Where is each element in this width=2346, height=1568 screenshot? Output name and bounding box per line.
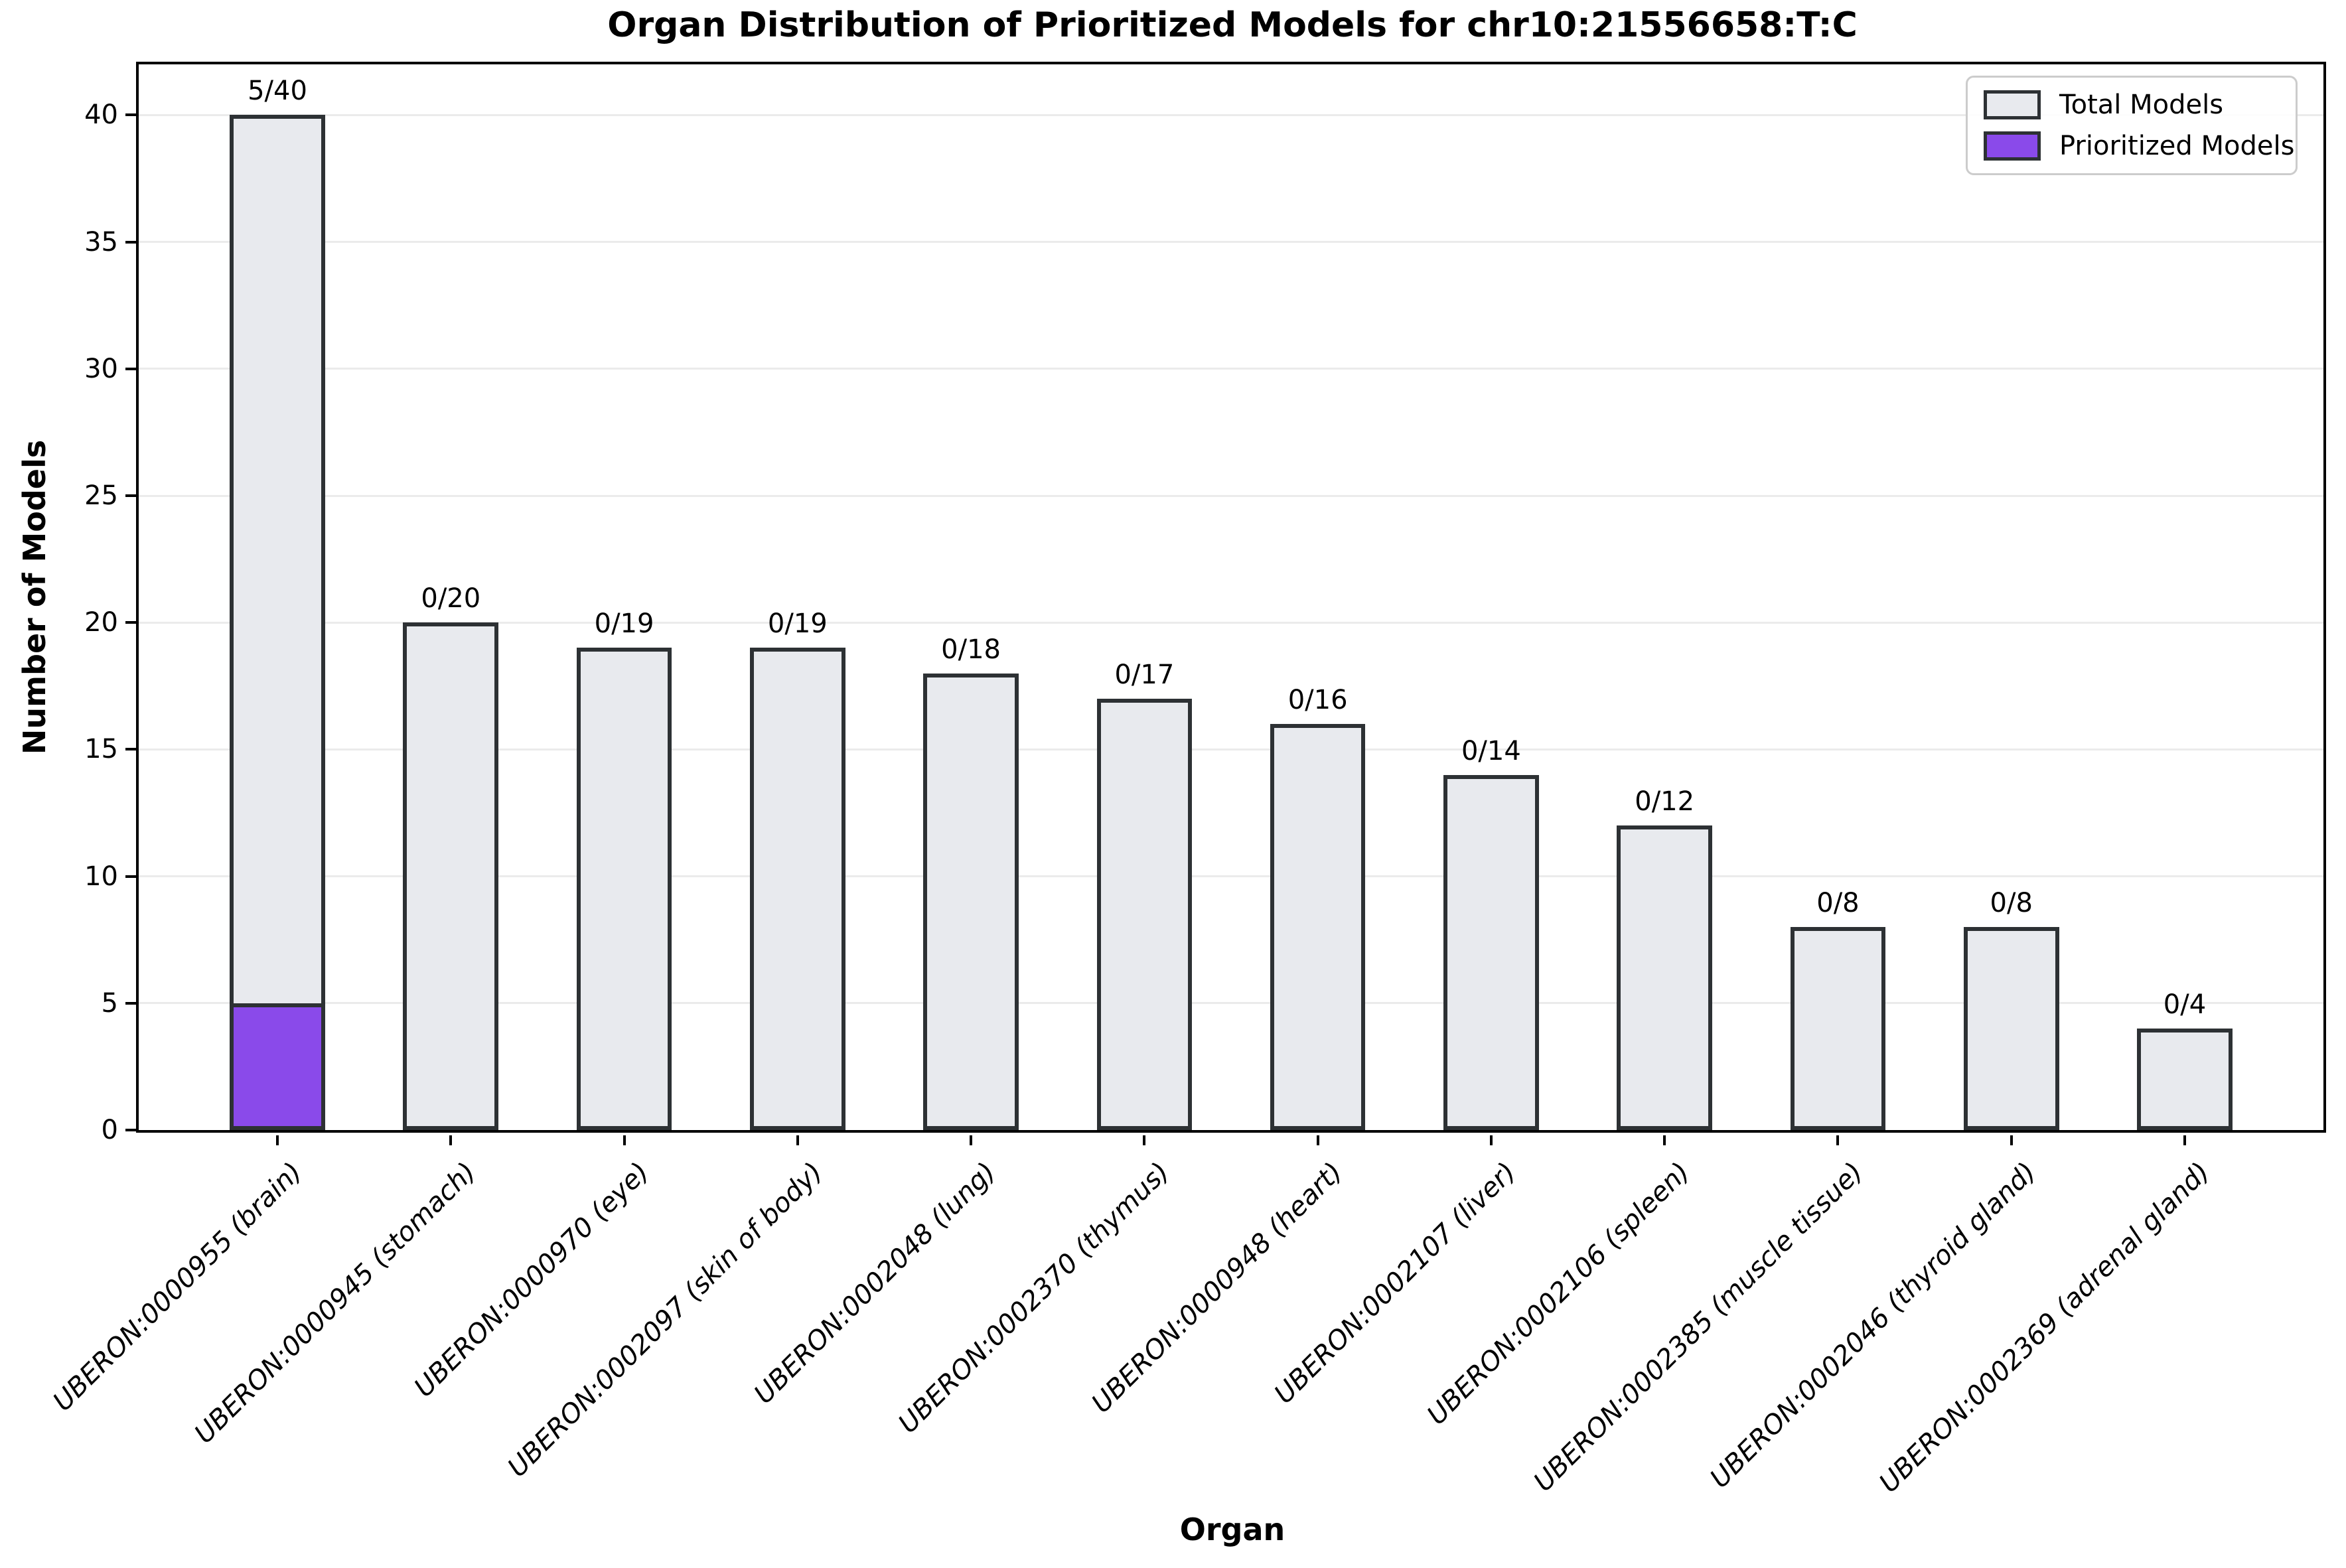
y-tick-label: 15: [84, 734, 118, 765]
bar-value-label: 0/14: [1461, 735, 1521, 766]
bar-total: [1617, 825, 1712, 1130]
bar-value-label: 0/16: [1287, 685, 1348, 716]
x-tick-label: UBERON:0002046 (thyroid gland): [1704, 1157, 2043, 1494]
y-tick-label: 30: [84, 353, 118, 384]
legend-swatch-total-models: [1984, 90, 2041, 119]
y-tick: [125, 113, 136, 117]
y-tick-label: 25: [84, 480, 118, 512]
bar-value-label: 5/40: [248, 76, 307, 107]
y-tick-label: 10: [84, 861, 118, 892]
x-tick: [1836, 1135, 1840, 1145]
bar-value-label: 0/20: [421, 583, 481, 614]
bar-total: [403, 622, 499, 1130]
bar-total: [576, 648, 672, 1130]
bar-value-label: 0/19: [594, 608, 654, 640]
y-tick: [125, 1129, 136, 1131]
gridline: [139, 494, 2323, 497]
x-tick: [970, 1135, 973, 1145]
legend-label-prioritized-models: Prioritized Models: [2059, 131, 2295, 161]
bar-total: [1790, 927, 1886, 1130]
legend-item-prioritized-models: Prioritized Models: [1984, 131, 2294, 161]
y-tick: [125, 367, 136, 370]
x-tick-label: UBERON:0002097 (skin of body): [502, 1157, 829, 1484]
x-tick: [1143, 1135, 1146, 1145]
x-tick-label: UBERON:0000945 (stomach): [188, 1157, 482, 1450]
y-tick: [125, 621, 136, 624]
bar-total: [2137, 1029, 2233, 1130]
x-tick: [2010, 1135, 2013, 1145]
bar-total: [1270, 724, 1366, 1130]
legend: Total Models Prioritized Models: [1966, 76, 2298, 175]
x-tick-label: UBERON:0002369 (adrenal gland): [1873, 1157, 2216, 1499]
gridline: [139, 241, 2323, 244]
bar-total: [230, 115, 325, 1130]
x-axis-label: Organ: [1179, 1512, 1285, 1547]
x-tick-label: UBERON:0002370 (thymus): [892, 1157, 1175, 1440]
gridline: [139, 621, 2323, 624]
y-tick-label: 20: [84, 607, 118, 638]
x-tick-label: UBERON:0002385 (muscle tissue): [1528, 1157, 1869, 1498]
gridline: [139, 875, 2323, 878]
bar-value-label: 0/17: [1114, 659, 1175, 690]
bar-value-label: 0/12: [1635, 786, 1695, 818]
gridline: [139, 748, 2323, 750]
bar-total: [1963, 927, 2059, 1130]
bar-total: [923, 673, 1019, 1130]
bar-total: [1096, 698, 1193, 1130]
plot-area: 5/40 0/20 0/19 0/19 0/18 0/17 0/16 0/14 0/12 0/8 0…: [136, 62, 2326, 1133]
gridline: [139, 368, 2323, 370]
y-tick: [125, 748, 136, 751]
x-tick: [276, 1135, 279, 1145]
x-tick: [449, 1135, 453, 1145]
bar-value-label: 0/18: [941, 634, 1001, 665]
x-tick: [1489, 1135, 1493, 1145]
x-tick: [1663, 1135, 1666, 1145]
bar-value-label: 0/19: [767, 608, 828, 640]
y-tick: [125, 494, 136, 498]
gridline: [139, 1002, 2323, 1005]
x-tick: [1316, 1135, 1319, 1145]
y-tick-label: 0: [101, 1115, 118, 1145]
legend-swatch-prioritized-models: [1984, 131, 2041, 161]
x-tick: [623, 1135, 626, 1145]
bar-value-label: 0/8: [1816, 888, 1860, 919]
x-tick: [2183, 1135, 2186, 1145]
y-tick-label: 40: [84, 100, 118, 131]
y-tick: [125, 240, 136, 244]
legend-item-total-models: Total Models: [1984, 90, 2280, 120]
y-tick-label: 5: [101, 987, 118, 1019]
gridline: [139, 113, 2323, 116]
y-tick-label: 35: [84, 226, 118, 257]
bar-total: [1443, 774, 1539, 1130]
legend-label-total-models: Total Models: [2059, 90, 2224, 120]
bar-prioritized: [230, 1003, 325, 1130]
bar-total: [749, 648, 845, 1130]
bar-value-label: 0/4: [2163, 989, 2207, 1021]
y-tick: [125, 875, 136, 878]
bar-value-label: 0/8: [1990, 888, 2033, 919]
chart-title: Organ Distribution of Prioritized Models…: [607, 5, 1858, 45]
y-tick: [125, 1001, 136, 1005]
x-tick: [796, 1135, 799, 1145]
